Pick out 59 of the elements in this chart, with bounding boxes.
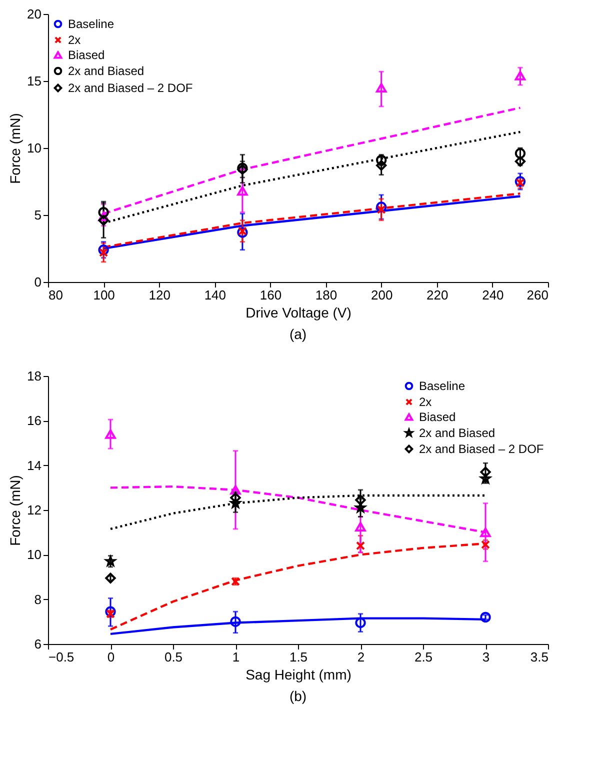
y-tick-label: 15 bbox=[27, 74, 42, 88]
x-tick-label: 2.5 bbox=[414, 650, 433, 664]
y-tick-label: 8 bbox=[34, 592, 42, 607]
y-axis-title: Force (mN) bbox=[7, 475, 24, 546]
y-tick-label: 6 bbox=[34, 636, 42, 652]
x-tick-label: 3.5 bbox=[530, 650, 548, 664]
x-tick-label: 120 bbox=[148, 288, 170, 302]
point bbox=[376, 205, 386, 214]
y-tick-label: 14 bbox=[27, 458, 42, 473]
x-tick-label: 140 bbox=[204, 288, 226, 302]
x-tick-label: 200 bbox=[370, 288, 393, 302]
x-tick-label: −0.5 bbox=[48, 650, 74, 664]
legend-label: Baseline bbox=[68, 17, 114, 31]
y-tick-label: 16 bbox=[27, 413, 42, 428]
point bbox=[98, 244, 109, 256]
point bbox=[98, 212, 109, 222]
point bbox=[376, 160, 387, 171]
x-tick-label: 1 bbox=[232, 650, 240, 664]
y-tick-label: 20 bbox=[27, 6, 42, 22]
y-tick-label: 12 bbox=[27, 502, 42, 518]
legend-label: Baseline bbox=[419, 379, 466, 393]
point bbox=[98, 215, 109, 226]
y-tick-label: 10 bbox=[27, 140, 42, 156]
text: (b) bbox=[289, 688, 307, 704]
x-tick-label: 80 bbox=[48, 288, 63, 302]
point bbox=[237, 186, 248, 196]
point bbox=[514, 70, 526, 80]
legend-label: 2x and Biased – 2 DOF bbox=[68, 81, 193, 95]
x-tick-label: 0.5 bbox=[164, 650, 183, 664]
legend-label: 2x and Biased – 2 DOF bbox=[419, 442, 544, 456]
y-tick-label: 18 bbox=[27, 368, 42, 384]
y-tick-label: 0 bbox=[34, 274, 42, 290]
x-tick-label: 220 bbox=[426, 288, 448, 302]
point bbox=[376, 202, 387, 212]
legend-label: 2x bbox=[68, 33, 81, 47]
text: (a) bbox=[289, 326, 307, 342]
y-tick-label: 10 bbox=[27, 547, 42, 562]
legend-label: 2x and Biased bbox=[68, 64, 144, 78]
y-axis-title: Force (mN) bbox=[7, 113, 24, 184]
x-tick-label: 180 bbox=[315, 288, 338, 302]
point bbox=[98, 207, 109, 218]
x-axis-title: Drive Voltage (V) bbox=[246, 304, 352, 320]
legend-label: Biased bbox=[68, 48, 105, 62]
x-tick-label: 0 bbox=[107, 650, 115, 664]
legend-label: Biased bbox=[419, 410, 456, 424]
line-series bbox=[109, 494, 487, 530]
point bbox=[99, 248, 108, 257]
x-axis-title: Sag Height (mm) bbox=[246, 666, 352, 682]
x-tick-label: 1.5 bbox=[289, 650, 308, 664]
x-tick-label: 3 bbox=[482, 650, 490, 664]
x-tick-label: 2 bbox=[357, 650, 365, 664]
legend-label: 2x bbox=[419, 395, 432, 409]
point bbox=[376, 82, 387, 92]
x-tick-label: 240 bbox=[482, 288, 504, 302]
x-tick-label: 260 bbox=[526, 288, 548, 302]
x-tick-label: 100 bbox=[93, 288, 115, 302]
x-tick-label: 160 bbox=[260, 288, 282, 302]
y-tick-label: 5 bbox=[34, 208, 42, 222]
legend-label: 2x and Biased bbox=[419, 426, 496, 440]
